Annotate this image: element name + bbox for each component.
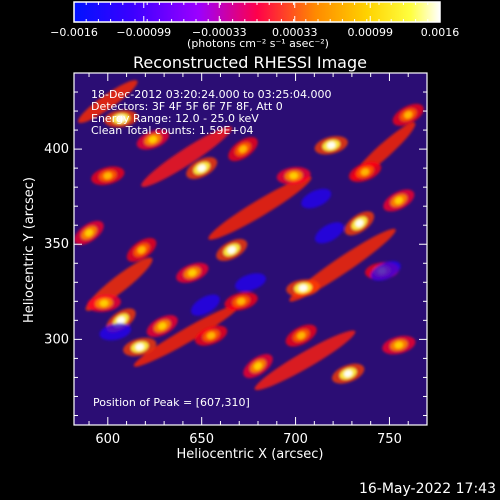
heatmap-peak-highlight — [99, 299, 109, 307]
colorbar-units-label: (photons cm⁻² s⁻¹ asec⁻²) — [187, 37, 329, 50]
heatmap-trough — [191, 294, 220, 316]
x-tick-label: 650 — [189, 432, 214, 447]
heatmap-peak-highlight — [238, 145, 248, 153]
clean-total-counts-text: Clean Total counts: 1.59E+04 — [91, 124, 254, 137]
heatmap-peak-highlight — [227, 246, 236, 254]
heatmap-peak-highlight — [360, 168, 370, 176]
colorbar-tick-label: 0.00033 — [272, 26, 318, 39]
heatmap-peak-highlight — [343, 370, 353, 378]
heatmap-peak-highlight — [197, 164, 206, 172]
colorbar: −0.0016 −0.00099 −0.00033 0.00033 0.00099 0.0… — [50, 1, 459, 50]
heatmap-band-2 — [141, 126, 233, 187]
heatmap-trough — [314, 222, 344, 244]
heatmap-peak-highlight — [188, 269, 197, 277]
heatmap-peak-highlight — [394, 341, 404, 349]
colorbar-tick-label: −0.00033 — [192, 26, 247, 39]
y-tick-label: 300 — [44, 332, 69, 347]
heatmap-layer — [74, 80, 424, 391]
energy-range-text: Energy Range: 12.0 - 25.0 keV — [91, 112, 259, 125]
footer-timestamp: 16-May-2022 17:43 — [359, 481, 496, 497]
colorbar-tick-label: −0.00099 — [116, 26, 171, 39]
colorbar-ticks: −0.0016 −0.00099 −0.00033 0.00033 0.00099 0.0… — [50, 2, 459, 39]
y-tick-label: 350 — [44, 237, 69, 252]
heatmap-peak-highlight — [404, 111, 413, 119]
heatmap-band-3 — [208, 176, 312, 240]
plot-area: 600 650 700 750 300 350 400 — [44, 72, 428, 447]
x-tick-label: 700 — [283, 432, 308, 447]
header-text: 18-Dec-2012 03:20:24.000 to 03:25:04.000… — [91, 88, 332, 137]
heatmap-band-1 — [78, 80, 138, 123]
heatmap-peak-highlight — [394, 196, 403, 205]
date-range-text: 18-Dec-2012 03:20:24.000 to 03:25:04.000 — [91, 88, 332, 101]
y-tick-label: 400 — [44, 142, 69, 157]
colorbar-tick-label: 0.0016 — [421, 26, 460, 39]
plot-ticks — [74, 73, 427, 425]
heatmap-peak-highlight — [158, 322, 167, 330]
heatmap-trough — [99, 323, 132, 341]
heatmap-band-5 — [254, 330, 356, 391]
colorbar-tick-label: 0.00099 — [347, 26, 393, 39]
heatmap-peak-highlight — [148, 136, 158, 144]
heatmap-trough — [301, 188, 332, 209]
heatmap-peak-highlight — [116, 115, 126, 123]
heatmap-peak-highlight — [206, 332, 216, 340]
peak-position-label: Position of Peak = [607,310] — [93, 396, 250, 409]
heatmap-peak-highlight — [326, 141, 336, 149]
x-tick-label: 750 — [377, 432, 402, 447]
heatmap-peak-highlight — [297, 331, 306, 340]
heatmap-peak-highlight — [84, 229, 94, 237]
x-tick-label: 600 — [95, 432, 120, 447]
heatmap-trough — [370, 261, 401, 281]
heatmap-peak-highlight — [298, 284, 308, 292]
detectors-text: Detectors: 3F 4F 5F 6F 7F 8F, Att 0 — [91, 100, 283, 113]
heatmap-peak-highlight — [137, 246, 146, 254]
heatmap-peak-highlight — [253, 362, 263, 370]
y-axis-label: Heliocentric Y (arcsec) — [22, 177, 37, 323]
heatmap-peak-highlight — [103, 172, 113, 180]
heatmap-band-6 — [133, 304, 240, 367]
plot-frame — [73, 72, 428, 426]
colorbar-tick-label: −0.0016 — [50, 26, 98, 39]
axis-tick-labels: 600 650 700 750 300 350 400 — [44, 142, 402, 447]
heatmap-peak-highlight — [116, 316, 125, 325]
heatmap-peak-highlight — [135, 343, 144, 351]
heatmap-peak-highlight — [289, 172, 298, 180]
x-axis-label: Heliocentric X (arcsec) — [177, 447, 324, 462]
heatmap-peak-highlight — [355, 219, 364, 228]
chart-title: Reconstructed RHESSI Image — [133, 53, 367, 72]
heatmap-peak-highlight — [236, 297, 246, 305]
heatmap-trough — [235, 273, 266, 292]
